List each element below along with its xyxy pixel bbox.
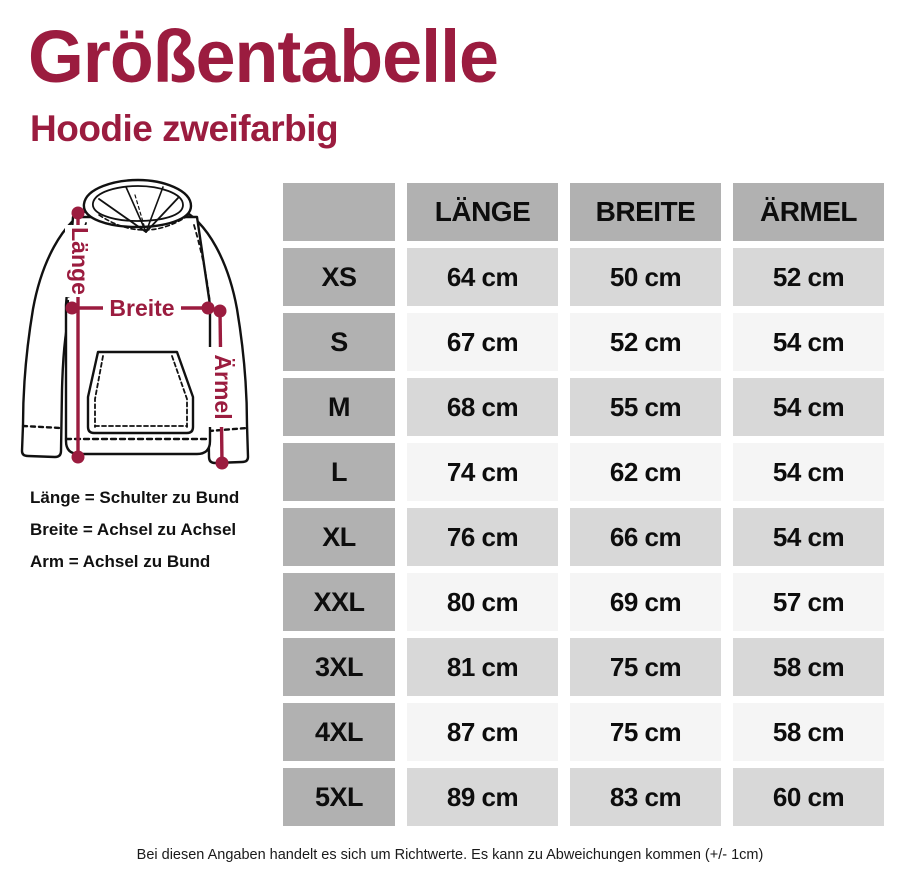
- cell-laenge-5xl: 89 cm: [407, 768, 558, 826]
- cell-aermel-3xl: 58 cm: [733, 638, 884, 696]
- table-corner-cell: [283, 183, 395, 241]
- cell-laenge-4xl: 87 cm: [407, 703, 558, 761]
- size-label-3xl: 3XL: [283, 638, 395, 696]
- cell-aermel-5xl: 60 cm: [733, 768, 884, 826]
- cell-laenge-s: 67 cm: [407, 313, 558, 371]
- cell-laenge-m: 68 cm: [407, 378, 558, 436]
- legend-line-arm: Arm = Achsel zu Bund: [30, 552, 211, 571]
- cell-laenge-xl: 76 cm: [407, 508, 558, 566]
- size-label-s: S: [283, 313, 395, 371]
- cell-breite-5xl: 83 cm: [570, 768, 721, 826]
- cell-aermel-m: 54 cm: [733, 378, 884, 436]
- footer-note: Bei diesen Angaben handelt es sich um Ri…: [136, 847, 764, 863]
- cell-aermel-xxl: 57 cm: [733, 573, 884, 631]
- measure-dot-hem-left: [71, 450, 85, 464]
- cell-laenge-xxl: 80 cm: [407, 573, 558, 631]
- diagram-label-laenge: Länge: [67, 227, 93, 295]
- cell-breite-xxl: 69 cm: [570, 573, 721, 631]
- hoodie-diagram: Länge Breite Ärmel: [20, 178, 250, 470]
- cell-aermel-s: 54 cm: [733, 313, 884, 371]
- cell-aermel-xs: 52 cm: [733, 248, 884, 306]
- measure-dot-armpit-left: [65, 301, 79, 315]
- cell-laenge-l: 74 cm: [407, 443, 558, 501]
- cell-aermel-l: 54 cm: [733, 443, 884, 501]
- measurement-legend: Länge = Schulter zu Bund Breite = Achsel…: [30, 482, 280, 578]
- page-subtitle: Hoodie zweifarbig: [30, 108, 339, 149]
- size-label-xs: XS: [283, 248, 395, 306]
- measurement-overlay: [65, 206, 229, 470]
- size-label-4xl: 4XL: [283, 703, 395, 761]
- cell-breite-xl: 66 cm: [570, 508, 721, 566]
- size-label-xl: XL: [283, 508, 395, 566]
- size-label-l: L: [283, 443, 395, 501]
- cell-breite-4xl: 75 cm: [570, 703, 721, 761]
- measure-dot-sleeve-top: [213, 304, 227, 318]
- size-label-xxl: XXL: [283, 573, 395, 631]
- diagram-label-aermel: Ärmel: [210, 354, 236, 419]
- column-header-aermel: ÄRMEL: [733, 183, 884, 241]
- column-header-laenge: LÄNGE: [407, 183, 558, 241]
- cell-breite-xs: 50 cm: [570, 248, 721, 306]
- legend-line-laenge: Länge = Schulter zu Bund: [30, 488, 240, 507]
- measure-dot-shoulder: [71, 206, 85, 220]
- hoodie-pocket: [86, 350, 195, 435]
- cell-breite-l: 62 cm: [570, 443, 721, 501]
- column-header-breite: BREITE: [570, 183, 721, 241]
- size-table: LÄNGE BREITE ÄRMEL XS 64 cm 50 cm 52 cm S 67 …: [283, 183, 884, 826]
- legend-line-breite: Breite = Achsel zu Achsel: [30, 520, 237, 539]
- measure-dot-sleeve-cuff: [215, 456, 229, 470]
- page-title: Größentabelle: [28, 15, 499, 98]
- cell-breite-3xl: 75 cm: [570, 638, 721, 696]
- cell-aermel-4xl: 58 cm: [733, 703, 884, 761]
- size-label-5xl: 5XL: [283, 768, 395, 826]
- cell-breite-m: 55 cm: [570, 378, 721, 436]
- cell-aermel-xl: 54 cm: [733, 508, 884, 566]
- measure-dot-armpit-right: [201, 301, 215, 315]
- diagram-label-breite: Breite: [109, 295, 174, 321]
- cell-breite-s: 52 cm: [570, 313, 721, 371]
- cell-laenge-xs: 64 cm: [407, 248, 558, 306]
- cell-laenge-3xl: 81 cm: [407, 638, 558, 696]
- size-label-m: M: [283, 378, 395, 436]
